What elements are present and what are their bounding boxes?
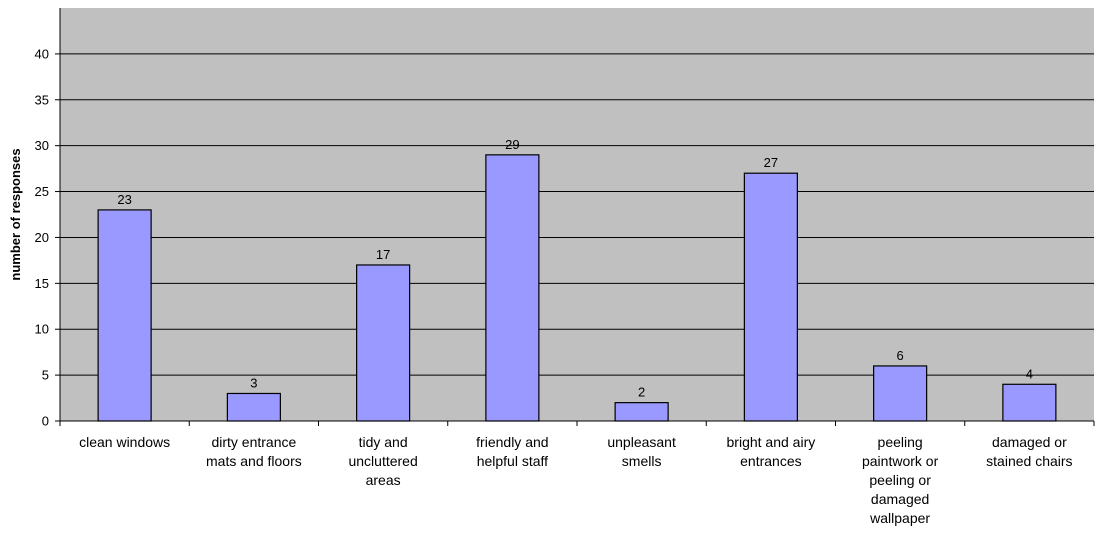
x-category-label: unpleasant smells xyxy=(607,434,676,469)
y-tick-label: 20 xyxy=(35,230,49,245)
x-category-label: peeling paintwork or peeling or damaged wall… xyxy=(862,434,939,526)
y-tick-label: 15 xyxy=(35,276,49,291)
bar xyxy=(1002,383,1057,422)
bars xyxy=(97,154,1057,422)
data-label: 6 xyxy=(897,348,904,363)
data-label: 17 xyxy=(376,247,390,262)
data-label: 4 xyxy=(1026,366,1033,381)
y-tick-label: 30 xyxy=(35,138,49,153)
x-category-label: friendly and helpful staff xyxy=(476,434,548,469)
bar xyxy=(485,154,540,422)
data-label: 27 xyxy=(764,155,778,170)
y-tick-label: 35 xyxy=(35,92,49,107)
y-tick-label: 5 xyxy=(42,368,49,383)
data-labels: 23 3 17 29 2 27 6 4 xyxy=(117,137,1033,400)
y-tick-label: 25 xyxy=(35,184,49,199)
y-tick-label: 0 xyxy=(42,414,49,429)
bar xyxy=(97,209,152,422)
bar xyxy=(226,392,281,422)
x-category-label: dirty entrance mats and floors xyxy=(206,434,302,469)
bar xyxy=(614,402,669,422)
x-category-label: damaged or stained chairs xyxy=(986,434,1072,469)
bar xyxy=(743,172,798,422)
y-tick-label: 10 xyxy=(35,322,49,337)
bar xyxy=(356,264,411,422)
x-category-labels: clean windows dirty entrance mats and floo… xyxy=(79,434,1072,526)
gridlines xyxy=(60,53,1094,376)
bar xyxy=(873,365,928,422)
x-category-label: clean windows xyxy=(79,434,170,450)
x-category-label: tidy and uncluttered areas xyxy=(348,434,417,488)
axes xyxy=(55,8,1095,426)
x-category-label: bright and airy entrances xyxy=(727,434,816,469)
y-tick-labels: 0 5 10 15 20 25 30 35 40 xyxy=(35,46,49,428)
y-axis-title: number of responses xyxy=(8,148,23,280)
data-label: 29 xyxy=(505,137,519,152)
plot-area xyxy=(60,8,1094,421)
y-tick-label: 40 xyxy=(35,46,49,61)
data-label: 2 xyxy=(638,385,645,400)
data-label: 23 xyxy=(117,192,131,207)
data-label: 3 xyxy=(250,375,257,390)
